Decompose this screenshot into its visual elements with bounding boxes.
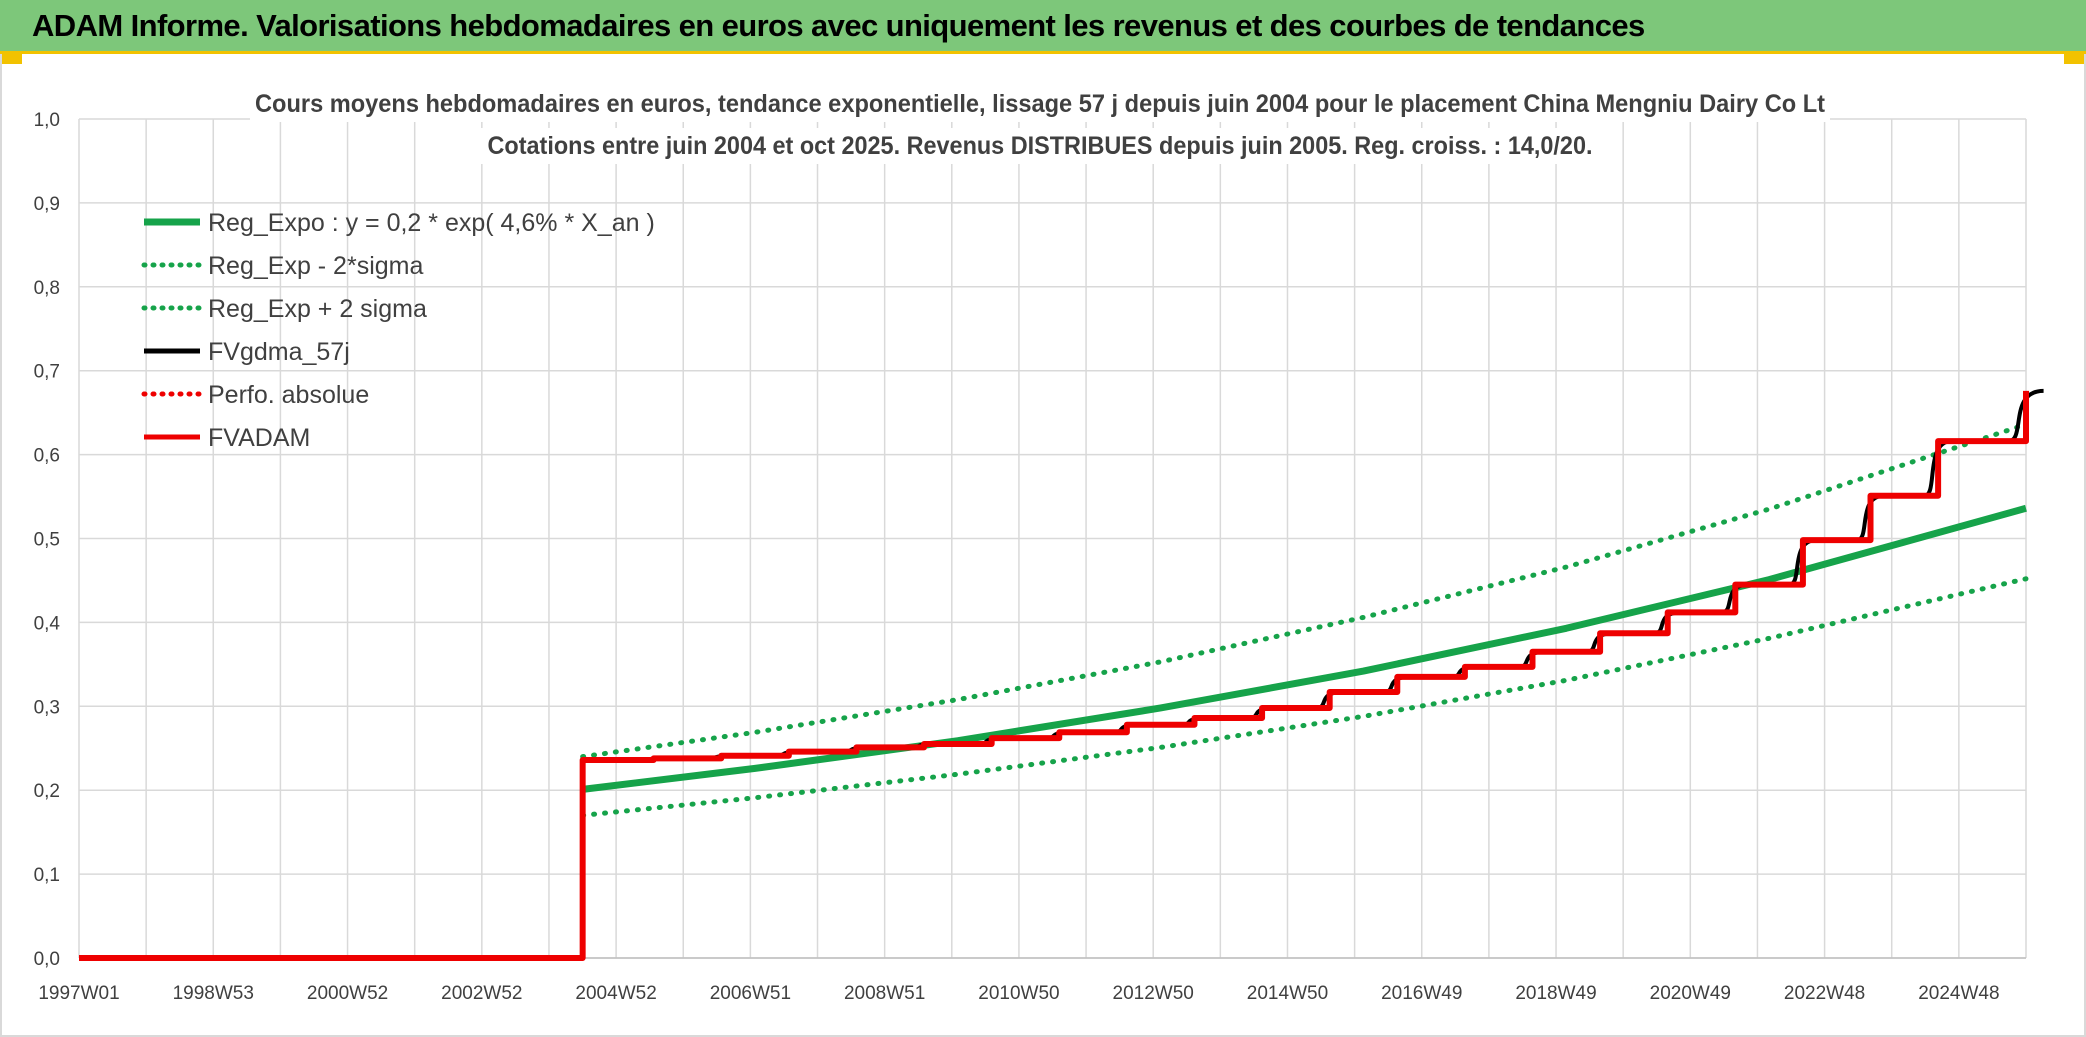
x-tick-label: 2010W50 — [978, 983, 1059, 1004]
legend-entry: FVgdma_57j — [208, 338, 350, 366]
y-tick-label: 0,5 — [34, 530, 60, 551]
report-title: ADAM Informe. Valorisations hebdomadaire… — [32, 8, 1645, 43]
x-tick-label: 2020W49 — [1650, 983, 1731, 1004]
y-tick-label: 0,4 — [34, 613, 61, 634]
corner-accent-left — [0, 54, 22, 64]
legend: Reg_Expo : y = 0,2 * exp( 4,6% * X_an ) R… — [141, 209, 655, 452]
legend-entry: Perfo. absolue — [208, 381, 369, 409]
chart-subtitle-bg — [250, 86, 1830, 122]
series-line-5 — [79, 390, 2029, 961]
x-tick-label: 2004W52 — [575, 983, 656, 1004]
x-tick-label: 2016W49 — [1381, 983, 1462, 1004]
y-tick-label: 0,7 — [34, 362, 60, 383]
y-tick-label: 0,8 — [34, 278, 60, 299]
chart-subtitle-line-1: Cours moyens hebdomadaires en euros, ten… — [255, 90, 1826, 118]
y-tick-label: 0,1 — [34, 865, 60, 886]
chart-frame — [0, 54, 2086, 1037]
x-tick-label: 2018W49 — [1515, 983, 1596, 1004]
series-line-2 — [580, 421, 2029, 760]
x-tick-label: 2000W52 — [307, 983, 388, 1004]
x-tick-label: 2012W50 — [1113, 983, 1194, 1004]
legend-entry: Reg_Exp - 2*sigma — [208, 252, 423, 280]
x-tick-label: 2008W51 — [844, 983, 925, 1004]
series-line-1 — [580, 576, 2029, 818]
y-tick-label: 1,0 — [34, 110, 60, 131]
y-tick-label: 0,0 — [34, 949, 60, 970]
chart-subtitle-line-2: Cotations entre juin 2004 et oct 2025. R… — [488, 132, 1593, 160]
y-tick-label: 0,2 — [34, 781, 60, 802]
x-tick-label: 2024W48 — [1918, 983, 1999, 1004]
series-line-0 — [582, 504, 2027, 793]
x-tick-label: 2022W48 — [1784, 983, 1865, 1004]
gridlines — [78, 118, 2027, 959]
report-banner: ADAM Informe. Valorisations hebdomadaire… — [0, 0, 2086, 54]
x-axis: 1997W01 1998W53 2000W52 2002W52 2004W52 2006W… — [38, 983, 1999, 1004]
series-group — [79, 388, 2044, 961]
y-tick-label: 0,9 — [34, 194, 60, 215]
x-tick-label: 1998W53 — [173, 983, 254, 1004]
legend-entry: Reg_Expo : y = 0,2 * exp( 4,6% * X_an ) — [208, 209, 655, 237]
legend-entry: Reg_Exp + 2 sigma — [208, 295, 427, 323]
y-tick-label: 0,6 — [34, 446, 60, 467]
chart-subtitle-bg — [480, 128, 1610, 164]
corner-accent-right — [2064, 54, 2086, 64]
x-tick-label: 2014W50 — [1247, 983, 1328, 1004]
legend-entry: FVADAM — [208, 424, 310, 452]
y-tick-label: 0,3 — [34, 697, 60, 718]
x-tick-label: 2006W51 — [710, 983, 791, 1004]
x-tick-label: 2002W52 — [441, 983, 522, 1004]
x-tick-label: 1997W01 — [38, 983, 119, 1004]
y-axis: 0,0 0,1 0,2 0,3 0,4 0,5 0,6 0,7 0,8 0,9 1,0 — [34, 110, 61, 970]
